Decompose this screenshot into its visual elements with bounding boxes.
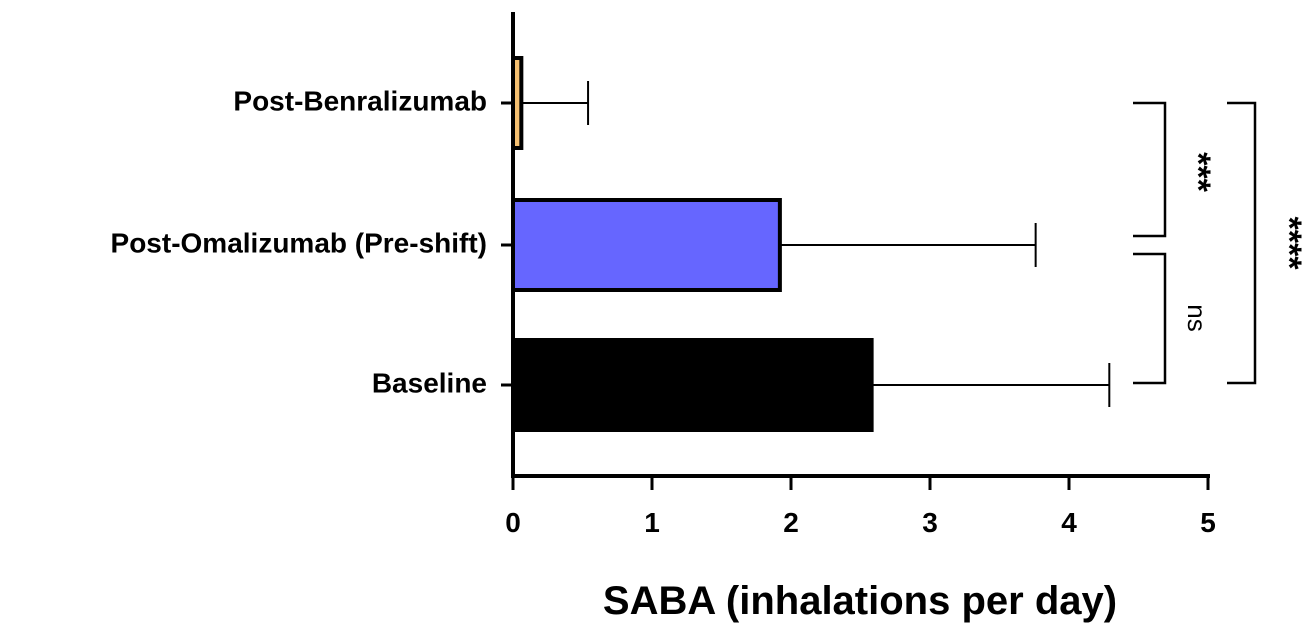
x-tick-label-3: 3 — [922, 507, 938, 538]
bracket-omalizumab-vs-baseline — [1133, 252, 1167, 385]
category-label-post-benralizumab: Post-Benralizumab — [233, 85, 487, 116]
x-tick-label-5: 5 — [1200, 507, 1216, 538]
bar-post-omalizumab-pre-shift — [511, 198, 782, 292]
significance-label-ns: ns — [1182, 304, 1212, 331]
ticks-layer: 0 1 2 3 4 5 — [501, 101, 1216, 538]
category-labels-layer: Post-Benralizumab Post-Omalizumab (Pre-sh… — [111, 85, 487, 398]
bar-baseline — [511, 338, 874, 432]
category-label-baseline: Baseline — [372, 367, 487, 398]
significance-label-triple-star: *** — [1179, 152, 1217, 192]
x-tick-label-4: 4 — [1061, 507, 1077, 538]
x-axis-title: SABA (inhalations per day) — [603, 579, 1117, 623]
significance-label-quad-star: **** — [1270, 217, 1306, 271]
bracket-benralizumab-vs-baseline — [1227, 101, 1257, 385]
x-tick-label-2: 2 — [783, 507, 799, 538]
error-bars-layer — [521, 81, 1111, 407]
bracket-benralizumab-vs-omalizumab — [1133, 101, 1167, 238]
category-label-post-omalizumab-pre-shift: Post-Omalizumab (Pre-shift) — [111, 227, 487, 258]
significance-brackets-layer: *** ns **** — [1133, 101, 1306, 385]
x-tick-label-1: 1 — [644, 507, 660, 538]
x-tick-label-0: 0 — [505, 507, 521, 538]
